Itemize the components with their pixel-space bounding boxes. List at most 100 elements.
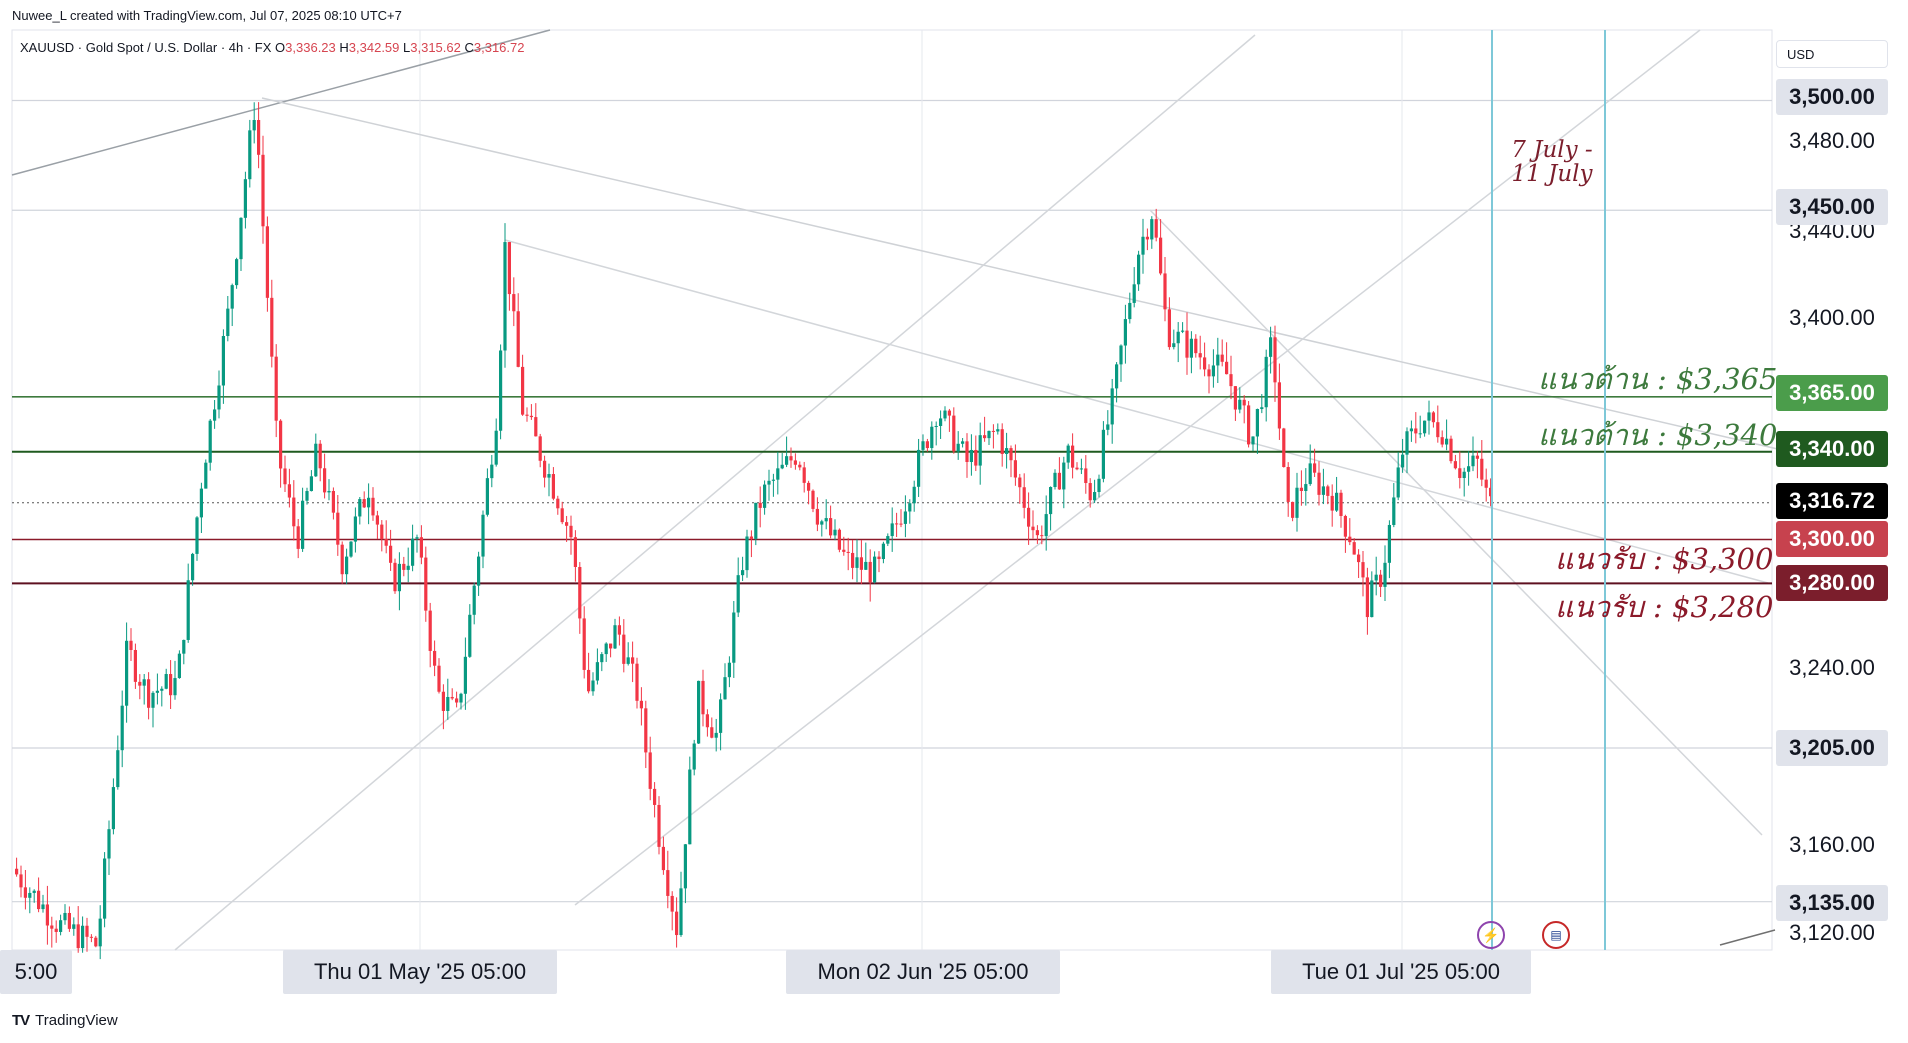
candle-body xyxy=(1057,472,1061,490)
candle-body xyxy=(1066,445,1070,463)
candle-body xyxy=(142,679,146,686)
candle-body xyxy=(463,656,467,694)
candle-body xyxy=(534,417,538,437)
candle-body xyxy=(45,904,49,926)
us-flag-event-icon[interactable]: ▤ xyxy=(1542,921,1570,949)
date-range-annotation: 7 July - 11 July xyxy=(1492,138,1612,186)
time-label: Mon 02 Jun '25 05:00 xyxy=(786,950,1060,994)
candle-body xyxy=(943,410,947,419)
candle-body xyxy=(1062,462,1066,490)
candle-body xyxy=(1247,405,1251,445)
candle-body xyxy=(670,895,674,912)
candle-body xyxy=(274,356,278,421)
candle-body xyxy=(939,418,943,426)
candle-body xyxy=(257,120,261,155)
candle-body xyxy=(1326,486,1330,496)
trendline xyxy=(574,29,1701,906)
candle-body xyxy=(987,430,991,439)
candle-body xyxy=(221,336,225,386)
lightning-event-icon[interactable]: ⚡ xyxy=(1477,921,1505,949)
candle-body xyxy=(204,462,208,489)
candle-body xyxy=(371,497,375,516)
candle-body xyxy=(490,464,494,479)
candle-body xyxy=(239,217,243,260)
candle-body xyxy=(569,525,573,538)
candle-body xyxy=(120,705,124,751)
candle-body xyxy=(864,561,868,570)
price-tick: 3,400.00 xyxy=(1789,305,1875,330)
candle-body xyxy=(771,479,775,481)
symbol-legend[interactable]: XAUUSD · Gold Spot / U.S. Dollar · 4h · … xyxy=(20,40,524,55)
candle-body xyxy=(776,468,780,480)
high-label: H xyxy=(339,40,349,55)
candle-body xyxy=(1013,460,1017,478)
candle-body xyxy=(296,526,300,549)
candle-body xyxy=(877,556,881,560)
candle-body xyxy=(182,639,186,654)
candle-body xyxy=(1277,382,1281,429)
candle-body xyxy=(547,474,551,478)
candle-body xyxy=(635,663,639,701)
candle-body xyxy=(1018,477,1022,488)
candle-body xyxy=(1313,463,1317,473)
candle-body xyxy=(1211,365,1215,377)
candle-body xyxy=(1220,354,1224,362)
trendline xyxy=(174,34,1256,951)
candle-body xyxy=(565,522,569,526)
candle-body xyxy=(1317,472,1321,495)
symbol-description: XAUUSD · Gold Spot / U.S. Dollar · 4h · … xyxy=(20,40,272,55)
candle-body xyxy=(653,788,657,805)
candle-body xyxy=(1489,487,1493,497)
candle-body xyxy=(283,468,287,485)
candle-body xyxy=(1097,478,1101,493)
candle-body xyxy=(1207,369,1211,377)
tradingview-logo-icon: TV xyxy=(12,1012,30,1029)
candle-body xyxy=(1216,354,1220,366)
price-label-resistance-2: 3,340.00 xyxy=(1776,431,1888,467)
candle-body xyxy=(701,680,705,715)
candle-body xyxy=(1088,483,1092,501)
candle-body xyxy=(965,441,969,463)
candle-body xyxy=(32,890,36,893)
candle-body xyxy=(472,585,476,615)
candle-body xyxy=(367,497,371,508)
candle-body xyxy=(292,497,296,527)
candle-body xyxy=(477,556,481,586)
candle-body xyxy=(798,464,802,468)
candle-body xyxy=(389,545,393,563)
candle-body xyxy=(679,888,683,936)
candle-body xyxy=(626,657,630,664)
high-value: 3,342.59 xyxy=(348,40,400,55)
candle-body xyxy=(85,925,89,937)
candle-body xyxy=(749,536,753,539)
candle-body xyxy=(881,543,885,560)
candle-body xyxy=(380,524,384,539)
candle-body xyxy=(1053,472,1057,488)
price-label-resistance-1: 3,365.00 xyxy=(1776,375,1888,411)
candle-body xyxy=(1255,409,1259,437)
currency-selector[interactable]: USD xyxy=(1776,40,1888,68)
candle-body xyxy=(1405,431,1409,455)
candle-body xyxy=(873,556,877,583)
candle-body xyxy=(28,892,32,898)
price-label-3450: 3,450.00 xyxy=(1776,189,1888,225)
candle-body xyxy=(1453,461,1457,469)
candle-body xyxy=(529,415,533,418)
candle-body xyxy=(1480,458,1484,480)
candle-body xyxy=(353,516,357,542)
candle-body xyxy=(213,409,217,421)
open-label: O xyxy=(275,40,286,55)
support-level-text-2: แนวรับ : $3,280 xyxy=(1555,590,1774,624)
candle-body xyxy=(235,259,239,286)
price-label-3500: 3,500.00 xyxy=(1776,79,1888,115)
candle-body xyxy=(736,575,740,613)
candle-body xyxy=(639,700,643,709)
candle-body xyxy=(1154,219,1158,238)
candle-body xyxy=(983,435,987,439)
candle-body xyxy=(1352,542,1356,555)
candle-body xyxy=(851,552,855,568)
candlestick-series xyxy=(15,102,1493,960)
candle-body xyxy=(1242,399,1246,406)
candle-body xyxy=(468,614,472,657)
